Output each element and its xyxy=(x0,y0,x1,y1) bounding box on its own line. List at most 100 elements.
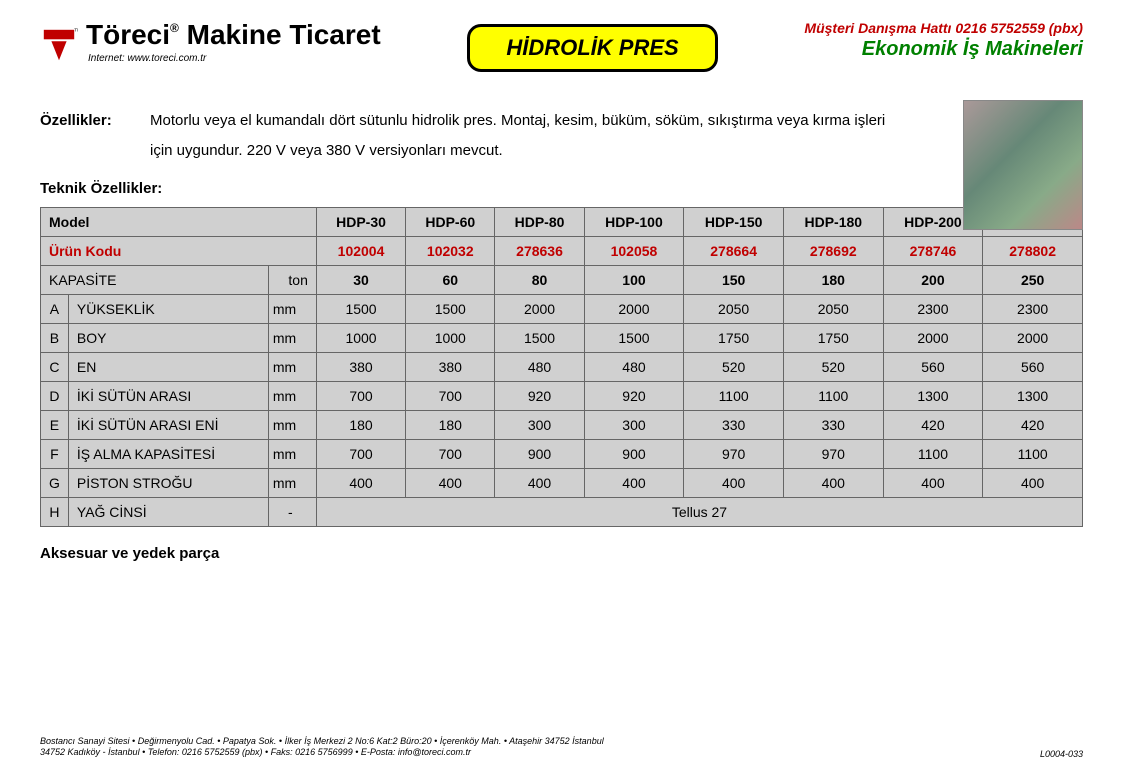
row-val-5: 2050 xyxy=(783,295,883,324)
page-title: HİDROLİK PRES xyxy=(467,24,717,72)
capacity-1: 60 xyxy=(406,266,495,295)
row-val-4: 330 xyxy=(684,411,784,440)
footer-address: Bostancı Sanayi Sitesi • Değirmenyolu Ca… xyxy=(40,736,604,759)
row-letter: B xyxy=(41,324,69,353)
prodcode-2: 278636 xyxy=(495,237,584,266)
oil-letter: H xyxy=(41,498,69,527)
row-val-2: 300 xyxy=(495,411,584,440)
features-row: Özellikler: Motorlu veya el kumandalı dö… xyxy=(40,106,1083,166)
row-val-2: 2000 xyxy=(495,295,584,324)
model-col-3: HDP-100 xyxy=(584,208,684,237)
table-row: GPİSTON STROĞUmm400400400400400400400400 xyxy=(41,469,1083,498)
row-letter: A xyxy=(41,295,69,324)
row-val-1: 1500 xyxy=(406,295,495,324)
prodcode-6: 278746 xyxy=(883,237,983,266)
brand-url: Internet: www.toreci.com.tr xyxy=(88,53,381,64)
prodcode-1: 102032 xyxy=(406,237,495,266)
model-label: Model xyxy=(41,208,317,237)
row-val-3: 400 xyxy=(584,469,684,498)
capacity-4: 150 xyxy=(684,266,784,295)
row-val-7: 1100 xyxy=(983,440,1083,469)
table-row: CENmm380380480480520520560560 xyxy=(41,353,1083,382)
registered-icon: ® xyxy=(170,21,179,35)
row-unit: mm xyxy=(268,353,316,382)
row-unit: mm xyxy=(268,382,316,411)
prodcode-3: 102058 xyxy=(584,237,684,266)
row-val-5: 970 xyxy=(783,440,883,469)
footer-line1: Bostancı Sanayi Sitesi • Değirmenyolu Ca… xyxy=(40,736,604,748)
table-row-capacity: KAPASİTEton306080100150180200250 xyxy=(41,266,1083,295)
table-row: BBOYmm10001000150015001750175020002000 xyxy=(41,324,1083,353)
prodcode-5: 278692 xyxy=(783,237,883,266)
brand-text: Töreci® Makine Ticaret Internet: www.tor… xyxy=(86,20,381,64)
row-val-5: 400 xyxy=(783,469,883,498)
row-val-1: 700 xyxy=(406,440,495,469)
row-val-6: 2300 xyxy=(883,295,983,324)
row-unit: mm xyxy=(268,411,316,440)
row-name: İŞ ALMA KAPASİTESİ xyxy=(68,440,268,469)
row-val-4: 520 xyxy=(684,353,784,382)
table-row: AYÜKSEKLİKmm1500150020002000205020502300… xyxy=(41,295,1083,324)
capacity-unit: ton xyxy=(268,266,316,295)
capacity-6: 200 xyxy=(883,266,983,295)
row-letter: E xyxy=(41,411,69,440)
row-name: YÜKSEKLİK xyxy=(68,295,268,324)
row-name: BOY xyxy=(68,324,268,353)
row-val-6: 1100 xyxy=(883,440,983,469)
row-val-3: 300 xyxy=(584,411,684,440)
table-row: DİKİ SÜTÜN ARASImm7007009209201100110013… xyxy=(41,382,1083,411)
table-row: EİKİ SÜTÜN ARASI ENİmm180180300300330330… xyxy=(41,411,1083,440)
capacity-label: KAPASİTE xyxy=(41,266,269,295)
capacity-2: 80 xyxy=(495,266,584,295)
row-letter: G xyxy=(41,469,69,498)
row-val-3: 920 xyxy=(584,382,684,411)
brand-logo-icon: TM xyxy=(40,26,78,64)
row-val-0: 400 xyxy=(316,469,405,498)
row-val-0: 1500 xyxy=(316,295,405,324)
row-val-2: 900 xyxy=(495,440,584,469)
model-col-5: HDP-180 xyxy=(783,208,883,237)
row-name: İKİ SÜTÜN ARASI ENİ xyxy=(68,411,268,440)
row-val-4: 1750 xyxy=(684,324,784,353)
model-col-1: HDP-60 xyxy=(406,208,495,237)
header-right: Müşteri Danışma Hattı 0216 5752559 (pbx)… xyxy=(804,20,1083,61)
table-row-oil: HYAĞ CİNSİ-Tellus 27 xyxy=(41,498,1083,527)
oil-value: Tellus 27 xyxy=(316,498,1082,527)
row-val-4: 1100 xyxy=(684,382,784,411)
row-letter: C xyxy=(41,353,69,382)
page-footer: Bostancı Sanayi Sitesi • Değirmenyolu Ca… xyxy=(40,736,1083,759)
row-val-4: 970 xyxy=(684,440,784,469)
oil-unit: - xyxy=(268,498,316,527)
prodcode-label: Ürün Kodu xyxy=(41,237,317,266)
row-val-5: 1750 xyxy=(783,324,883,353)
row-val-7: 2300 xyxy=(983,295,1083,324)
row-val-0: 700 xyxy=(316,382,405,411)
row-val-6: 420 xyxy=(883,411,983,440)
row-val-0: 1000 xyxy=(316,324,405,353)
row-val-5: 1100 xyxy=(783,382,883,411)
row-unit: mm xyxy=(268,440,316,469)
prodcode-4: 278664 xyxy=(684,237,784,266)
capacity-0: 30 xyxy=(316,266,405,295)
brand-name: Töreci® Makine Ticaret xyxy=(86,20,381,51)
features-label: Özellikler: xyxy=(40,106,150,166)
prodcode-0: 102004 xyxy=(316,237,405,266)
svg-text:TM: TM xyxy=(74,28,78,34)
table-row-model: ModelHDP-30HDP-60HDP-80HDP-100HDP-150HDP… xyxy=(41,208,1083,237)
row-val-3: 480 xyxy=(584,353,684,382)
row-val-6: 1300 xyxy=(883,382,983,411)
row-val-5: 520 xyxy=(783,353,883,382)
model-col-2: HDP-80 xyxy=(495,208,584,237)
row-val-1: 180 xyxy=(406,411,495,440)
row-val-1: 700 xyxy=(406,382,495,411)
prodcode-7: 278802 xyxy=(983,237,1083,266)
page-header: TM Töreci® Makine Ticaret Internet: www.… xyxy=(40,20,1083,72)
row-val-0: 180 xyxy=(316,411,405,440)
row-val-4: 2050 xyxy=(684,295,784,324)
oil-name: YAĞ CİNSİ xyxy=(68,498,268,527)
brand-name-part2: Makine Ticaret xyxy=(179,19,381,50)
model-col-0: HDP-30 xyxy=(316,208,405,237)
phone-line: Müşteri Danışma Hattı 0216 5752559 (pbx) xyxy=(804,20,1083,36)
row-val-0: 700 xyxy=(316,440,405,469)
row-val-1: 380 xyxy=(406,353,495,382)
